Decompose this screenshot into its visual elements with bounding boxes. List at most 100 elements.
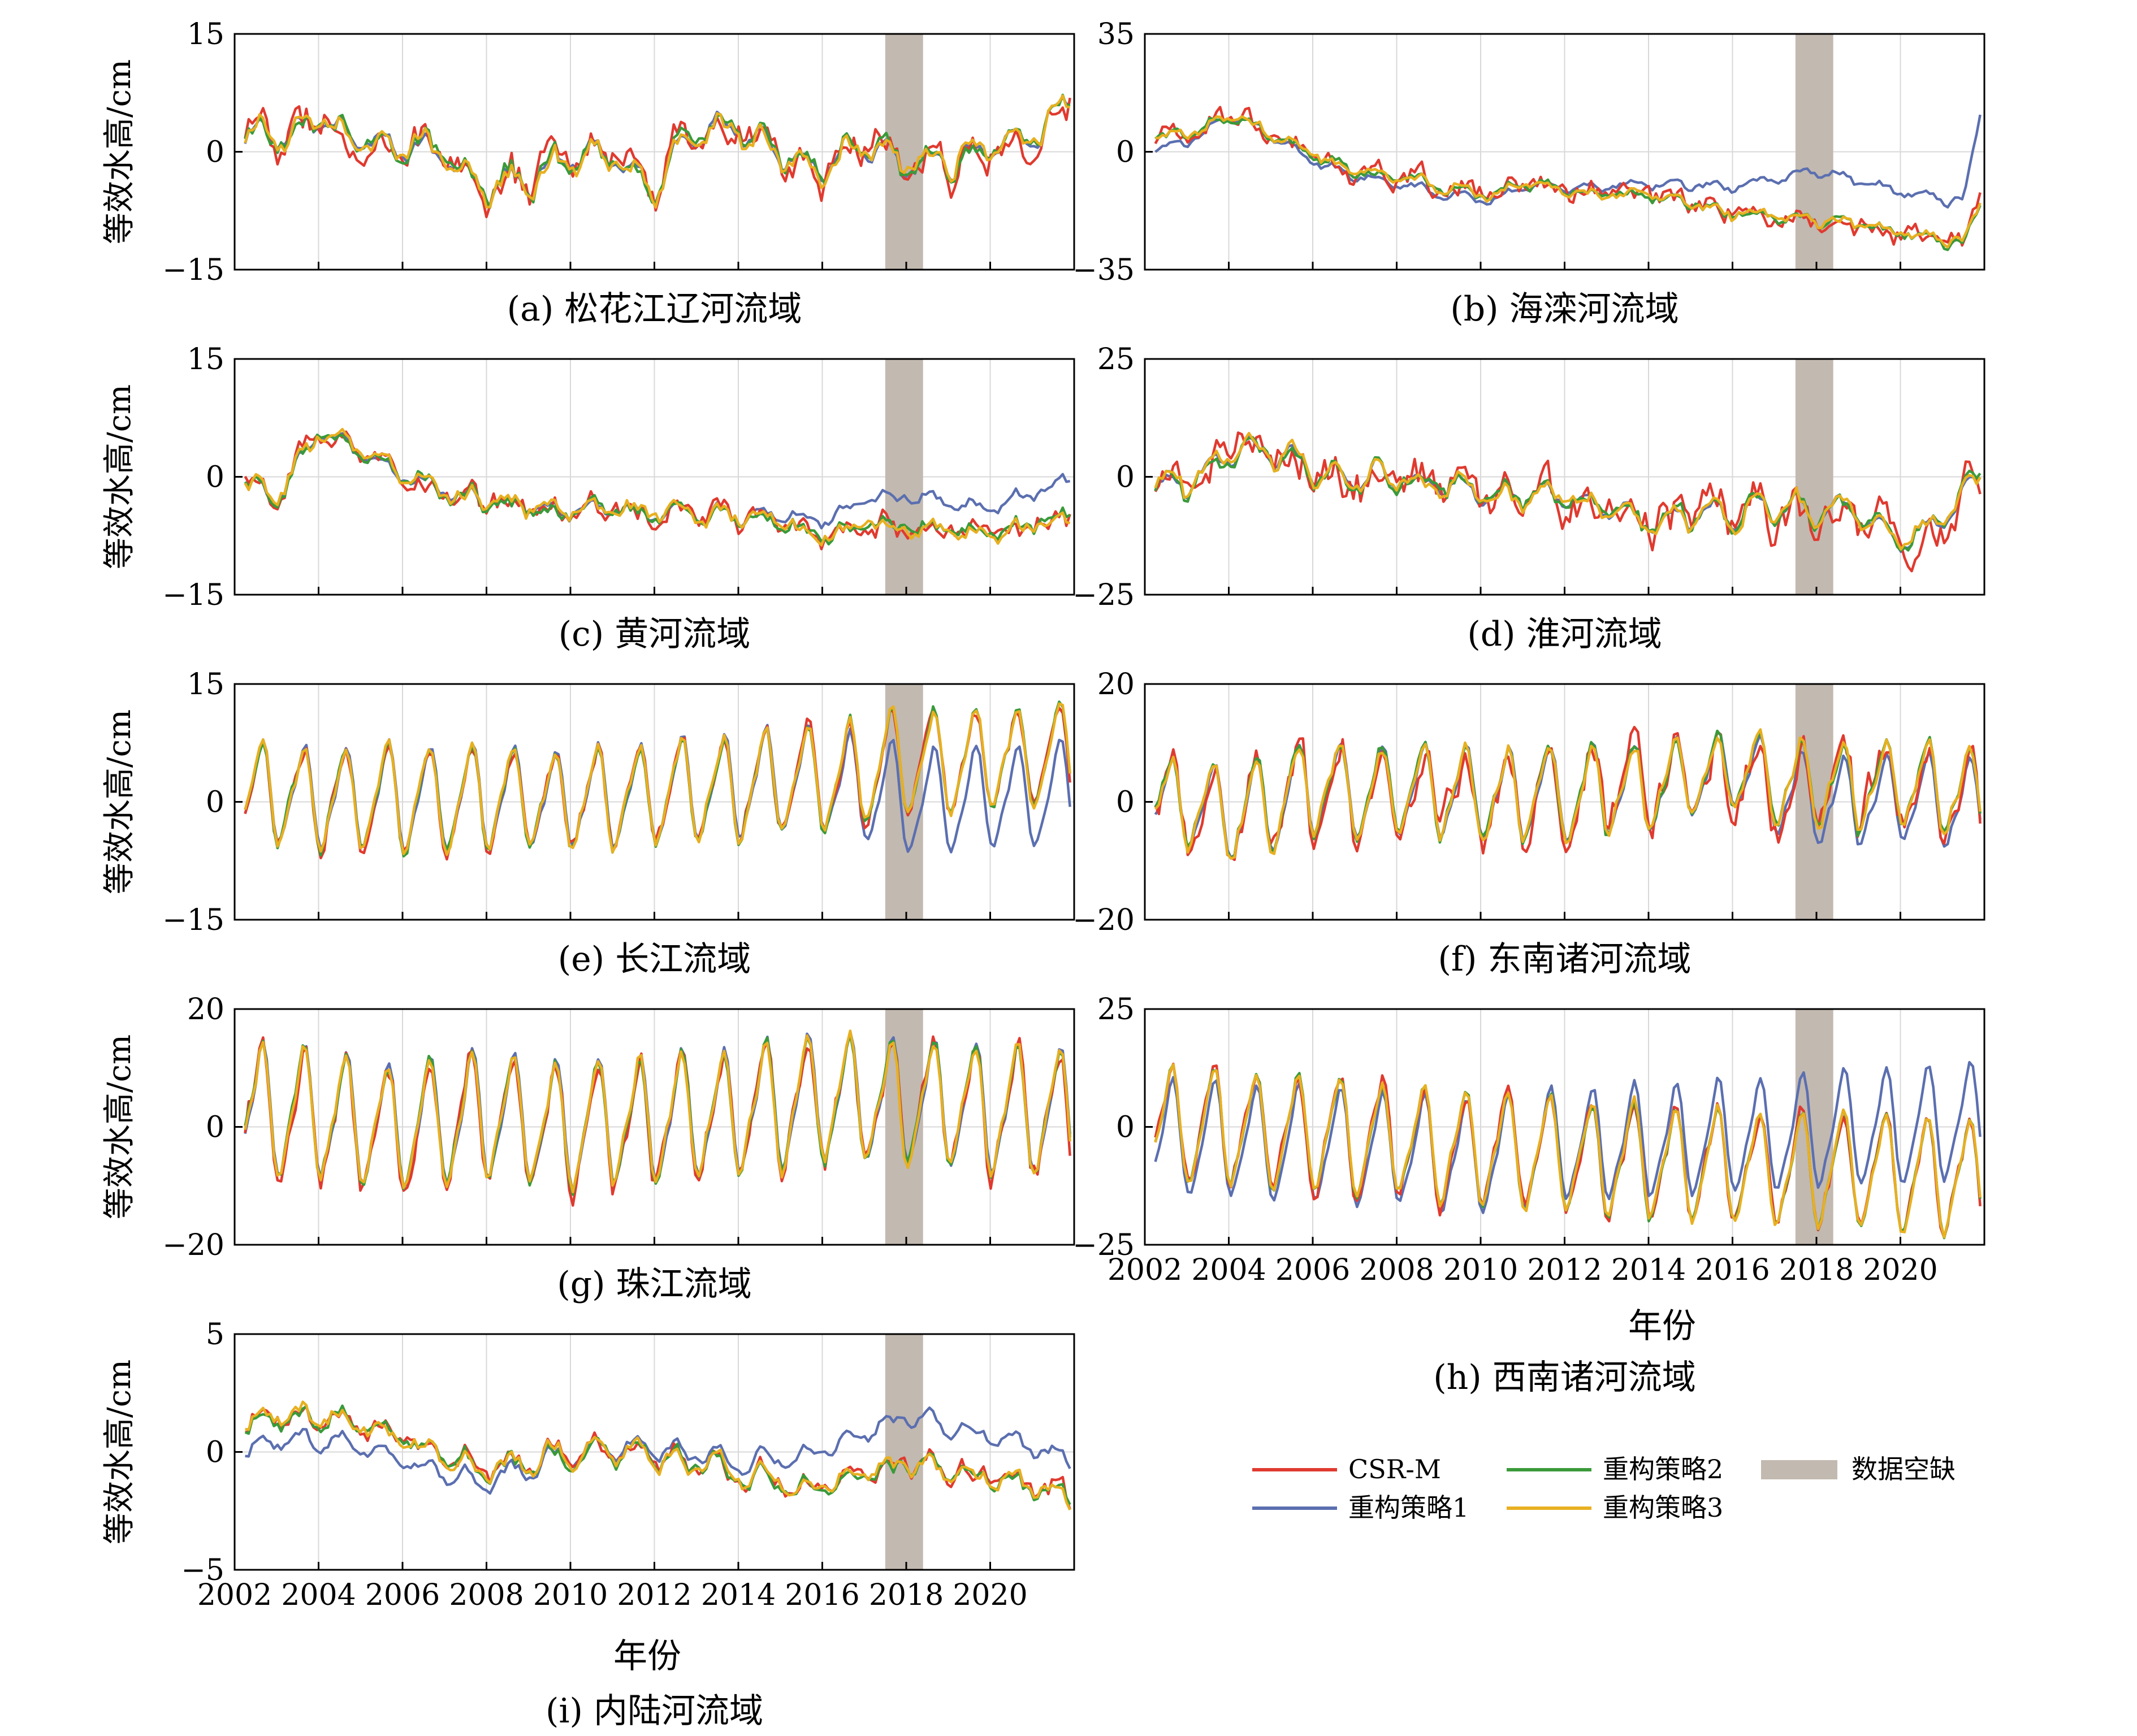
xtick-label-i-2: 2006 <box>365 1578 440 1612</box>
series-strategy1-f <box>1154 730 1982 859</box>
xtick-label-h-2: 2006 <box>1275 1253 1350 1287</box>
panel-c: 15 0 −15 等效水高/cm (c) 黄河流域 <box>101 343 1075 654</box>
xtick-label-i-0: 2002 <box>197 1578 272 1612</box>
panel-b: 35 0 −35 (b) 海滦河流域 <box>1072 18 1985 329</box>
xtick-label-h-6: 2014 <box>1611 1253 1686 1287</box>
ytick-label-c-2: −15 <box>162 578 224 612</box>
series-strategy1-h <box>1154 1060 1982 1214</box>
xtick-label-i-9: 2020 <box>953 1578 1027 1612</box>
xtick-label-h-0: 2002 <box>1108 1253 1182 1287</box>
series-strategy3-a <box>244 94 1070 209</box>
ytick-label-f-0: 20 <box>1097 668 1135 702</box>
series-strategy3-d <box>1154 431 1982 551</box>
ytick-label-a-1: 0 <box>206 136 224 170</box>
xtick-label-i-6: 2014 <box>701 1578 776 1612</box>
series-strategy3-b <box>1155 115 1982 249</box>
ytick-label-b-0: 35 <box>1097 18 1135 51</box>
gap-band-a <box>885 34 923 270</box>
ytick-label-e-2: −15 <box>162 903 224 937</box>
xtick-label-h-5: 2012 <box>1527 1253 1602 1287</box>
series-strategy3-g <box>244 1029 1071 1194</box>
ytick-label-a-2: −15 <box>162 253 224 287</box>
xtick-label-h-9: 2020 <box>1863 1253 1937 1287</box>
series-strategy3-e <box>244 702 1071 856</box>
xtick-label-h-3: 2008 <box>1359 1253 1434 1287</box>
series-strategy3-c <box>244 427 1071 547</box>
ytick-label-e-1: 0 <box>206 786 224 820</box>
xtick-label-i-1: 2004 <box>281 1578 356 1612</box>
xtick-label-i-5: 2012 <box>617 1578 691 1612</box>
ytick-label-g-1: 0 <box>206 1111 224 1145</box>
caption-b: (b) 海滦河流域 <box>1450 289 1679 329</box>
caption-f: (f) 东南诸河流域 <box>1438 940 1691 979</box>
ytick-label-c-0: 15 <box>187 343 224 376</box>
legend-label-s1: 重构策略1 <box>1348 1492 1469 1523</box>
panel-a: 15 0 −15 等效水高/cm (a) 松花江辽河流域 <box>101 18 1075 329</box>
ytick-label-b-2: −35 <box>1072 253 1135 287</box>
ytick-label-b-1: 0 <box>1116 136 1135 170</box>
ytick-label-f-1: 0 <box>1116 786 1135 820</box>
y-axis-label-c: 等效水高/cm <box>101 384 138 569</box>
panels: 15 0 −15 等效水高/cm (a) 松花江辽河流域 35 0 −35 (b) 海滦河流域 1… <box>101 18 1985 1731</box>
gap-band-i <box>885 1334 923 1570</box>
caption-d: (d) 淮河流域 <box>1467 614 1662 654</box>
y-axis-label-a: 等效水高/cm <box>101 59 138 244</box>
ytick-label-d-2: −25 <box>1072 578 1135 612</box>
y-axis-label-g: 等效水高/cm <box>101 1034 138 1219</box>
ytick-label-i-2: −5 <box>181 1553 224 1587</box>
caption-h: (h) 西南诸河流域 <box>1433 1358 1696 1397</box>
series-strategy3-f <box>1154 728 1982 860</box>
panel-f: 20 0 −20 (f) 东南诸河流域 <box>1072 668 1985 979</box>
xtick-label-i-7: 2016 <box>785 1578 859 1612</box>
ytick-label-g-2: −20 <box>162 1228 224 1262</box>
legend-swatch-gap <box>1761 1460 1837 1479</box>
x-axis-label-h: 年份 <box>1628 1306 1696 1346</box>
ytick-label-g-0: 20 <box>187 993 224 1027</box>
xtick-label-h-1: 2004 <box>1191 1253 1266 1287</box>
ytick-label-f-2: −20 <box>1072 903 1135 937</box>
xtick-label-h-4: 2010 <box>1443 1253 1518 1287</box>
gap-band-c <box>885 359 923 595</box>
caption-a: (a) 松花江辽河流域 <box>507 289 802 329</box>
xtick-label-i-3: 2008 <box>449 1578 524 1612</box>
ytick-label-h-0: 25 <box>1097 993 1135 1027</box>
series-strategy3-h <box>1154 1063 1982 1239</box>
y-axis-label-e: 等效水高/cm <box>101 709 138 894</box>
xtick-label-h-7: 2016 <box>1695 1253 1770 1287</box>
ytick-label-h-1: 0 <box>1116 1111 1135 1145</box>
caption-c: (c) 黄河流域 <box>559 614 751 654</box>
series-csr-m-i <box>245 1404 1071 1510</box>
xtick-label-h-8: 2018 <box>1779 1253 1854 1287</box>
series-strategy3-i <box>245 1400 1071 1511</box>
gap-band-b <box>1795 34 1833 270</box>
gap-band-d <box>1795 359 1833 595</box>
panel-e: 15 0 −15 等效水高/cm (e) 长江流域 <box>101 668 1075 979</box>
y-axis-label-i: 等效水高/cm <box>101 1360 138 1544</box>
series-csr-m-f <box>1154 726 1982 861</box>
panel-d: 25 0 −25 (d) 淮河流域 <box>1072 343 1985 654</box>
ytick-label-i-0: 5 <box>206 1318 224 1352</box>
xtick-label-i-4: 2010 <box>533 1578 608 1612</box>
caption-g: (g) 珠江流域 <box>557 1265 751 1304</box>
ytick-label-h-2: −25 <box>1072 1228 1135 1262</box>
ytick-label-d-1: 0 <box>1116 461 1135 495</box>
legend-label-s3: 重构策略3 <box>1603 1492 1723 1523</box>
legend-label-s2: 重构策略2 <box>1603 1454 1723 1484</box>
series-strategy1-i <box>245 1406 1071 1495</box>
panel-g: 20 0 −20 等效水高/cm (g) 珠江流域 <box>101 993 1075 1304</box>
series-strategy2-d <box>1154 436 1982 552</box>
caption-i: (i) 内陆河流域 <box>546 1691 763 1731</box>
ytick-label-d-0: 25 <box>1097 343 1135 376</box>
series-csr-m-d <box>1154 431 1982 573</box>
series-strategy1-c <box>244 432 1070 530</box>
series-csr-m-b <box>1154 106 1982 247</box>
ytick-label-c-1: 0 <box>206 461 224 495</box>
legend-label-gap: 数据空缺 <box>1852 1454 1956 1484</box>
xtick-label-i-8: 2018 <box>869 1578 944 1612</box>
ytick-label-a-0: 15 <box>187 18 224 51</box>
ytick-label-i-1: 0 <box>206 1436 224 1470</box>
legend-label-csr: CSR-M <box>1348 1454 1441 1484</box>
ytick-label-e-0: 15 <box>187 668 224 702</box>
